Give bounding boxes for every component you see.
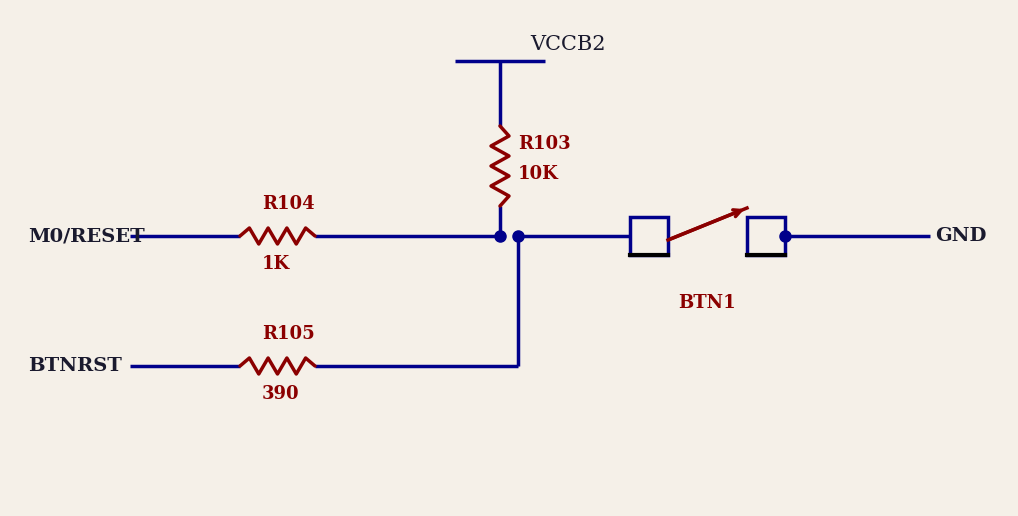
Text: VCCB2: VCCB2: [530, 35, 606, 54]
Text: R105: R105: [262, 325, 315, 343]
Text: BTNRST: BTNRST: [29, 357, 122, 375]
Text: 390: 390: [262, 385, 299, 403]
Text: GND: GND: [935, 227, 986, 245]
Text: BTN1: BTN1: [678, 294, 736, 312]
Bar: [747, 217, 785, 255]
Text: R104: R104: [262, 195, 315, 213]
Text: M0/RESET: M0/RESET: [29, 227, 145, 245]
Text: R103: R103: [518, 135, 571, 153]
Text: 1K: 1K: [262, 255, 290, 273]
Bar: [630, 217, 668, 255]
Text: 10K: 10K: [518, 165, 559, 183]
